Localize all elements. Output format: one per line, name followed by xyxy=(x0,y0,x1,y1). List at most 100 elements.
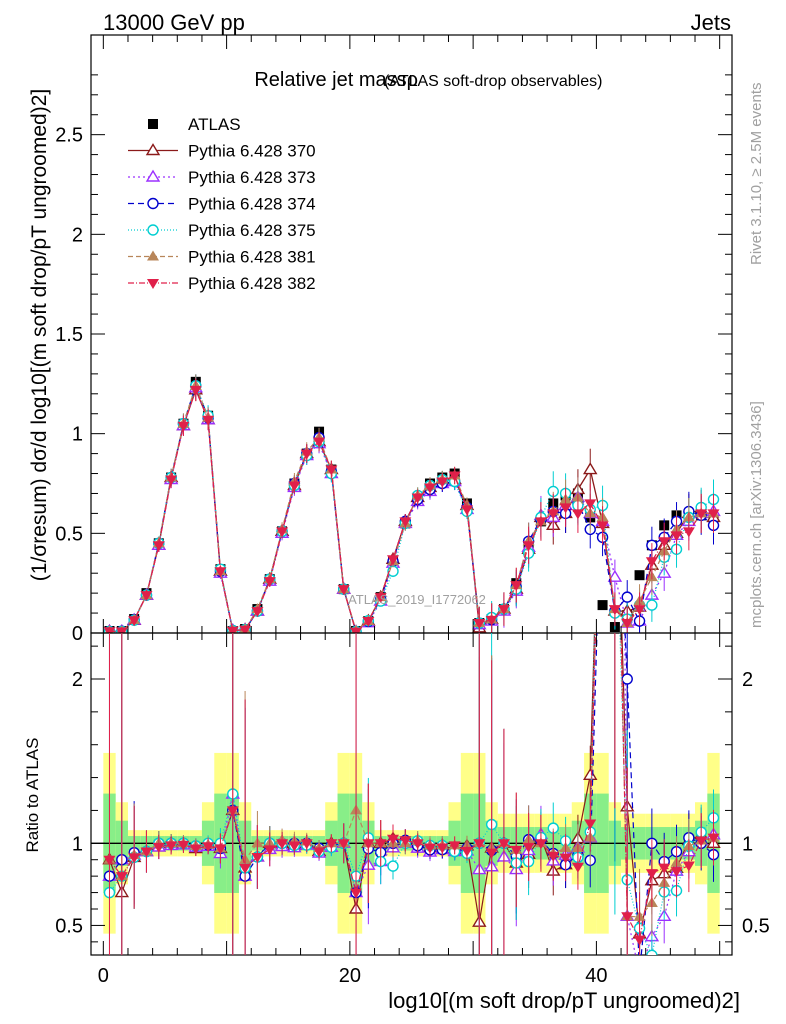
data-point-382 xyxy=(682,527,695,538)
ratio-point-375 xyxy=(610,455,620,465)
ratio-point-382 xyxy=(522,842,535,853)
series-line-382 xyxy=(109,387,714,633)
ratio-y-tick-label: 2 xyxy=(72,669,83,691)
data-point-382 xyxy=(411,493,424,504)
legend-item: Pythia 6.428 374 xyxy=(128,195,316,214)
ratio-point-382 xyxy=(609,346,621,356)
watermark: ATLAS_2019_I1772062 xyxy=(348,592,486,607)
data-point-382 xyxy=(239,625,252,633)
chart-title-sub: (ATLAS soft-drop observables) xyxy=(384,73,602,90)
ratio-point-382 xyxy=(276,839,289,850)
ratio-point-382 xyxy=(103,855,116,866)
ratio-point-382 xyxy=(399,836,412,847)
data-point-382 xyxy=(596,521,609,532)
ratio-point-375 xyxy=(387,860,399,872)
data-point-382 xyxy=(300,449,313,460)
legend-label: Pythia 6.428 373 xyxy=(188,168,316,187)
ratio-point-382 xyxy=(682,861,695,872)
ratio-line-374 xyxy=(109,633,714,955)
atlas-data-point xyxy=(634,570,645,581)
ratio-point-382 xyxy=(584,819,597,830)
data-point-373 xyxy=(607,569,623,582)
ratio-point-382 xyxy=(152,842,165,853)
ratio-point-382 xyxy=(202,842,215,853)
data-point-382 xyxy=(189,385,202,396)
legend-label: Pythia 6.428 370 xyxy=(188,142,316,161)
legend-marker xyxy=(147,224,159,236)
ratio-y-tick-label: 1 xyxy=(72,833,83,855)
data-point-382 xyxy=(584,499,597,510)
main-y-tick-label: 0 xyxy=(72,623,83,645)
data-point-382 xyxy=(522,541,535,552)
mcplots-label: mcplots.cern.ch [arXiv:1306.3436] xyxy=(748,401,765,628)
data-point-382 xyxy=(436,477,449,488)
ratio-point-382 xyxy=(695,836,708,847)
data-point-382 xyxy=(177,421,190,432)
ratio-point-375 xyxy=(646,949,658,955)
ratio-point-382 xyxy=(460,846,473,857)
ratio-point-382 xyxy=(621,912,634,923)
data-point-382 xyxy=(633,605,646,616)
ratio-point-382 xyxy=(473,839,486,850)
ratio-point-382 xyxy=(325,839,338,850)
data-point-382 xyxy=(571,509,584,520)
ratio-point-381 xyxy=(609,344,621,354)
ratio-point-382 xyxy=(337,839,350,850)
data-point-382 xyxy=(695,509,708,520)
x-tick-label: 0 xyxy=(98,965,109,987)
ratio-axes: 0 20 40 0.5 0.5 1 1 2 2 xyxy=(55,633,770,987)
main-panel: 0 0.5 1 1.5 2 2.5 Relative jet massρ (ATLAS s… xyxy=(28,34,733,645)
legend-marker xyxy=(145,169,161,182)
ratio-point-382 xyxy=(189,844,202,855)
legend: ATLAS Pythia 6.428 370 Pythia 6.428 373 Pyt… xyxy=(128,115,316,293)
ratio-panel: 0 20 40 0.5 0.5 1 1 2 2 Ratio to ATLAS xyxy=(23,344,770,987)
ratio-series-382 xyxy=(103,346,720,955)
legend-label: Pythia 6.428 375 xyxy=(188,221,316,240)
ratio-point-382 xyxy=(497,839,510,850)
ratio-point-382 xyxy=(658,863,671,874)
ratio-y-tick-label-right: 0.5 xyxy=(742,915,770,937)
rivet-version-label: Rivet 3.1.10, ≥ 2.5M events xyxy=(748,83,765,266)
ratio-point-374 xyxy=(610,400,620,410)
ratio-point-382 xyxy=(436,843,449,854)
ratio-point-382 xyxy=(300,839,313,850)
data-point-382 xyxy=(152,541,165,552)
ratio-point-382 xyxy=(128,853,141,864)
ratio-point-382 xyxy=(288,841,301,852)
ratio-point-382 xyxy=(571,862,584,873)
legend-label: Pythia 6.428 374 xyxy=(188,195,316,214)
ratio-point-382 xyxy=(374,839,387,850)
ratio-point-382 xyxy=(362,839,375,850)
ratio-point-382 xyxy=(534,839,547,850)
data-point-382 xyxy=(707,509,720,520)
ratio-point-374 xyxy=(598,439,608,449)
data-point-382 xyxy=(288,481,301,492)
chart-title-main: Relative jet massρ xyxy=(254,69,418,91)
data-point-382 xyxy=(115,627,128,633)
legend-marker xyxy=(147,197,159,210)
legend-label: Pythia 6.428 381 xyxy=(188,248,316,267)
data-point-375 xyxy=(646,599,658,611)
data-point-382 xyxy=(263,577,276,588)
ratio-point-382 xyxy=(115,872,128,883)
data-point-382 xyxy=(399,517,412,528)
ratio-point-370 xyxy=(609,399,621,409)
series-382 xyxy=(103,378,720,633)
data-point-382 xyxy=(128,616,141,627)
main-axes: 0 0.5 1 1.5 2 2.5 xyxy=(55,35,732,645)
data-point-382 xyxy=(337,585,350,596)
data-point-382 xyxy=(103,627,116,633)
legend-item: Pythia 6.428 370 xyxy=(128,142,316,161)
ratio-point-382 xyxy=(165,841,178,852)
main-y-axis-label-text: (1/σresum) dσ/d log10[(m soft drop/pT un… xyxy=(28,89,51,581)
ratio-y-tick-label-right: 1 xyxy=(742,833,753,855)
main-y-tick-label: 1 xyxy=(72,424,83,446)
ratio-point-382 xyxy=(313,847,326,858)
x-tick-label: 20 xyxy=(339,965,361,987)
ratio-point-382 xyxy=(387,834,400,845)
data-point-382 xyxy=(325,465,338,476)
data-point-382 xyxy=(658,537,671,548)
header-right: Jets xyxy=(691,10,731,35)
ratio-frame xyxy=(90,632,733,956)
legend-marker xyxy=(147,250,159,261)
